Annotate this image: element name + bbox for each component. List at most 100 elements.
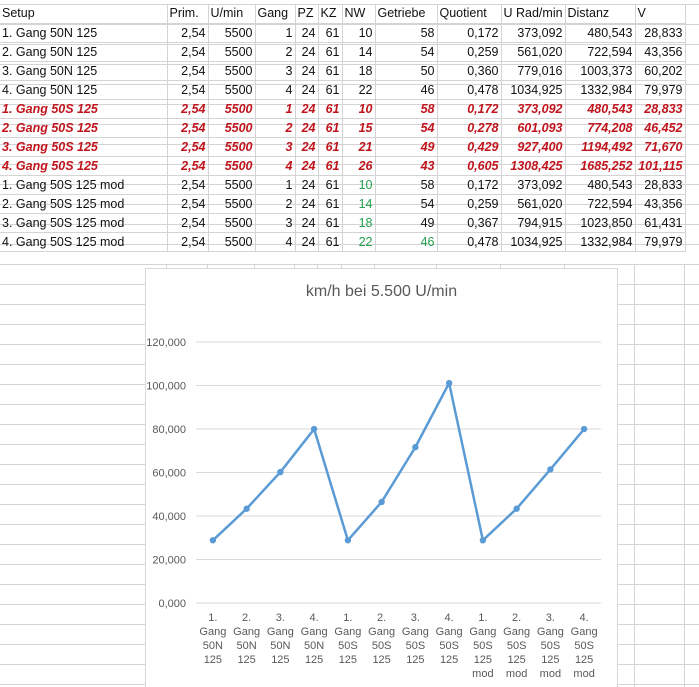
column-header[interactable]: U Rad/min [501, 4, 566, 24]
cell[interactable]: 2,54 [167, 137, 209, 157]
cell[interactable]: 61 [318, 194, 343, 214]
cell[interactable]: 24 [295, 61, 319, 81]
cell[interactable]: 2 [255, 42, 296, 62]
cell[interactable]: 24 [295, 232, 319, 252]
cell[interactable]: 480,543 [565, 99, 636, 119]
column-header[interactable]: Setup [0, 4, 168, 24]
cell[interactable]: 24 [295, 175, 319, 195]
cell[interactable]: 5500 [208, 99, 256, 119]
cell[interactable]: 2,54 [167, 118, 209, 138]
cell[interactable]: 2,54 [167, 175, 209, 195]
cell[interactable]: 3. Gang 50S 125 mod [0, 213, 168, 233]
cell[interactable]: 2,54 [167, 61, 209, 81]
column-header[interactable]: Gang [255, 4, 296, 24]
cell[interactable]: 373,092 [501, 175, 566, 195]
cell[interactable]: 46,452 [635, 118, 686, 138]
cell[interactable]: 4. Gang 50S 125 mod [0, 232, 168, 252]
cell[interactable]: 4 [255, 156, 296, 176]
cell[interactable]: 1003,373 [565, 61, 636, 81]
cell[interactable]: 480,543 [565, 23, 636, 43]
cell[interactable]: 1685,252 [565, 156, 636, 176]
cell[interactable]: 61 [318, 232, 343, 252]
cell[interactable]: 61 [318, 99, 343, 119]
cell[interactable]: 0,278 [437, 118, 502, 138]
line-chart[interactable]: km/h bei 5.500 U/min 0,000 20,000 40,000 60… [145, 268, 618, 687]
cell[interactable]: 774,208 [565, 118, 636, 138]
cell[interactable]: 28,833 [635, 23, 686, 43]
cell[interactable]: 71,670 [635, 137, 686, 157]
cell[interactable]: 1. Gang 50N 125 [0, 23, 168, 43]
cell[interactable]: 58 [375, 175, 438, 195]
column-header[interactable]: Quotient [437, 4, 502, 24]
cell[interactable]: 24 [295, 23, 319, 43]
cell[interactable]: 14 [342, 194, 376, 214]
cell[interactable]: 0,605 [437, 156, 502, 176]
cell[interactable]: 373,092 [501, 23, 566, 43]
cell[interactable]: 61 [318, 156, 343, 176]
cell[interactable]: 5500 [208, 118, 256, 138]
cell[interactable]: 1308,425 [501, 156, 566, 176]
cell[interactable]: 54 [375, 42, 438, 62]
cell[interactable]: 5500 [208, 137, 256, 157]
cell[interactable]: 1332,984 [565, 232, 636, 252]
column-header[interactable]: Prim. [167, 4, 209, 24]
cell[interactable]: 5500 [208, 175, 256, 195]
cell[interactable]: 4. Gang 50N 125 [0, 80, 168, 100]
cell[interactable]: 5500 [208, 42, 256, 62]
cell[interactable]: 58 [375, 99, 438, 119]
cell[interactable]: 2,54 [167, 194, 209, 214]
cell[interactable]: 22 [342, 232, 376, 252]
cell[interactable]: 24 [295, 99, 319, 119]
cell[interactable]: 5500 [208, 61, 256, 81]
cell[interactable]: 1 [255, 175, 296, 195]
cell[interactable]: 61,431 [635, 213, 686, 233]
cell[interactable]: 49 [375, 137, 438, 157]
cell[interactable]: 43,356 [635, 194, 686, 214]
cell[interactable]: 0,429 [437, 137, 502, 157]
cell[interactable]: 1023,850 [565, 213, 636, 233]
cell[interactable]: 0,360 [437, 61, 502, 81]
cell[interactable]: 46 [375, 80, 438, 100]
cell[interactable]: 61 [318, 23, 343, 43]
cell[interactable]: 49 [375, 213, 438, 233]
cell[interactable]: 5500 [208, 23, 256, 43]
cell[interactable]: 4 [255, 232, 296, 252]
cell[interactable]: 21 [342, 137, 376, 157]
cell[interactable]: 2,54 [167, 232, 209, 252]
cell[interactable]: 15 [342, 118, 376, 138]
cell[interactable]: 561,020 [501, 194, 566, 214]
cell[interactable]: 927,400 [501, 137, 566, 157]
cell[interactable]: 61 [318, 175, 343, 195]
cell[interactable]: 24 [295, 213, 319, 233]
cell[interactable]: 10 [342, 175, 376, 195]
cell[interactable]: 5500 [208, 194, 256, 214]
cell[interactable]: 0,172 [437, 23, 502, 43]
cell[interactable]: 28,833 [635, 99, 686, 119]
cell[interactable]: 24 [295, 42, 319, 62]
cell[interactable]: 4 [255, 80, 296, 100]
cell[interactable]: 5500 [208, 156, 256, 176]
cell[interactable]: 1. Gang 50S 125 [0, 99, 168, 119]
cell[interactable]: 4. Gang 50S 125 [0, 156, 168, 176]
cell[interactable]: 1. Gang 50S 125 mod [0, 175, 168, 195]
cell[interactable]: 1034,925 [501, 80, 566, 100]
cell[interactable]: 24 [295, 118, 319, 138]
cell[interactable]: 10 [342, 99, 376, 119]
cell[interactable]: 58 [375, 23, 438, 43]
cell[interactable]: 0,367 [437, 213, 502, 233]
column-header[interactable]: NW [342, 4, 376, 24]
cell[interactable]: 60,202 [635, 61, 686, 81]
cell[interactable]: 3. Gang 50N 125 [0, 61, 168, 81]
cell[interactable]: 1194,492 [565, 137, 636, 157]
cell[interactable]: 2. Gang 50S 125 mod [0, 194, 168, 214]
cell[interactable]: 5500 [208, 213, 256, 233]
cell[interactable]: 3 [255, 213, 296, 233]
cell[interactable]: 2 [255, 118, 296, 138]
cell[interactable]: 0,172 [437, 99, 502, 119]
cell[interactable]: 480,543 [565, 175, 636, 195]
cell[interactable]: 61 [318, 42, 343, 62]
cell[interactable]: 2,54 [167, 23, 209, 43]
cell[interactable]: 24 [295, 156, 319, 176]
cell[interactable]: 0,478 [437, 232, 502, 252]
cell[interactable]: 722,594 [565, 42, 636, 62]
